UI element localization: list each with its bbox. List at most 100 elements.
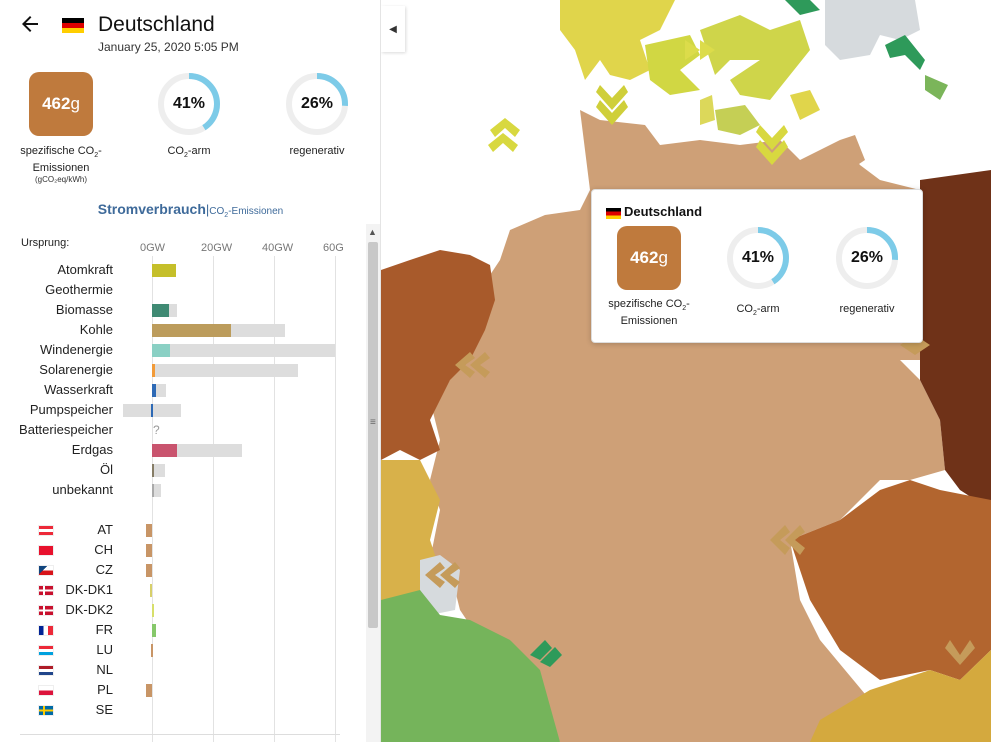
exchange-row-label: AT xyxy=(97,522,113,537)
zone-tooltip: Deutschland 462 g spezifische CO2- Emissio… xyxy=(591,189,923,343)
low-carbon-ring: 41% xyxy=(156,71,222,137)
low-carbon-label: CO2-arm xyxy=(167,145,211,160)
zone-dk2[interactable] xyxy=(700,15,810,100)
exchange-row-label: DK-DK2 xyxy=(65,602,113,617)
zone-dk[interactable] xyxy=(560,0,675,80)
axis-tick-label: 20GW xyxy=(201,242,233,254)
production-row-label: Kohle xyxy=(79,322,113,337)
tab-consumption[interactable]: Stromverbrauch xyxy=(97,201,206,217)
exchange-bar[interactable] xyxy=(146,524,152,537)
scroll-grip-icon: ≡ xyxy=(370,417,376,428)
country-flag-icon xyxy=(38,705,54,716)
exchange-row-label: NL xyxy=(96,662,113,677)
low-carbon-value: 41% xyxy=(172,95,206,112)
map-svg[interactable] xyxy=(381,0,991,742)
map[interactable] xyxy=(381,0,991,742)
gridline xyxy=(213,256,214,742)
zone-se[interactable] xyxy=(825,0,920,60)
collapse-panel-button[interactable]: ◀ xyxy=(381,6,405,52)
scroll-up-icon[interactable]: ▲ xyxy=(368,227,377,237)
production-bar[interactable] xyxy=(152,344,171,357)
production-bar[interactable] xyxy=(152,364,156,377)
production-bar[interactable] xyxy=(152,384,156,397)
production-bar[interactable] xyxy=(152,464,154,477)
production-row-label: Geothermie xyxy=(45,282,113,297)
production-bar[interactable] xyxy=(152,304,169,317)
exchange-bar[interactable] xyxy=(146,544,152,557)
germany-flag-icon xyxy=(606,208,621,219)
country-flag-icon xyxy=(38,625,54,636)
zone-nl[interactable] xyxy=(381,250,495,460)
country-flag-icon xyxy=(38,545,54,556)
exchange-bar[interactable] xyxy=(146,684,152,697)
production-row-label: Solarenergie xyxy=(39,362,113,377)
renewable-ring: 26% xyxy=(284,71,350,137)
divider xyxy=(20,734,340,735)
zone-dk-islet[interactable] xyxy=(790,90,820,120)
country-flag-icon xyxy=(38,605,54,616)
tooltip-renewable-value: 26% xyxy=(850,249,884,266)
zone-dk-island[interactable] xyxy=(645,35,700,95)
arrow-dk xyxy=(596,85,628,125)
axis-tick-label: 40GW xyxy=(262,242,294,254)
production-bar[interactable] xyxy=(152,264,177,277)
arrow-at xyxy=(945,640,975,665)
origin-label: Ursprung: xyxy=(21,237,70,249)
back-arrow-icon[interactable] xyxy=(18,12,42,36)
capacity-bar[interactable] xyxy=(152,364,299,377)
tooltip-renewable-ring: 26% xyxy=(834,225,900,291)
gridline xyxy=(274,256,275,742)
exchange-bar[interactable] xyxy=(152,624,156,637)
zone-cz[interactable] xyxy=(790,480,991,680)
caret-left-icon: ◀ xyxy=(389,23,397,35)
tooltip-ring-svg-2 xyxy=(836,227,898,289)
exchange-bar[interactable] xyxy=(146,564,152,577)
renewable-value: 26% xyxy=(300,95,334,112)
panel-scrollbar[interactable]: ▲ xyxy=(366,224,380,742)
tooltip-low-carbon-value: 41% xyxy=(741,249,775,266)
tab-separator: | xyxy=(205,202,210,217)
zone-details-panel: Deutschland January 25, 2020 5:05 PM 462… xyxy=(0,0,381,742)
production-row-label: Öl xyxy=(100,462,113,477)
scrollbar-thumb[interactable] xyxy=(368,242,378,628)
production-row-label: Wasserkraft xyxy=(44,382,113,397)
axis-tick-label: 0GW xyxy=(140,242,166,254)
arrow-se2 xyxy=(785,0,820,15)
exchange-row-label: DK-DK1 xyxy=(65,582,113,597)
capacity-bar[interactable] xyxy=(152,484,162,497)
tooltip-co2-value: 462 xyxy=(630,248,659,267)
exchange-bar[interactable] xyxy=(150,584,153,597)
tooltip-co2-label: spezifische CO2- Emissionen xyxy=(608,298,690,328)
production-bar[interactable] xyxy=(152,484,154,497)
zone-pl[interactable] xyxy=(920,170,991,510)
zone-de-inlet[interactable] xyxy=(840,135,865,170)
country-flag-icon xyxy=(38,525,54,536)
renewable-label: regenerativ xyxy=(289,145,345,157)
zone-dk-small[interactable] xyxy=(715,105,760,135)
tooltip-zone-name: Deutschland xyxy=(624,204,703,219)
production-bar[interactable] xyxy=(152,444,178,457)
renewable-ring-svg xyxy=(286,73,348,135)
capacity-bar[interactable] xyxy=(152,344,335,357)
exchange-bar[interactable] xyxy=(152,604,154,617)
arrow-se xyxy=(885,35,925,70)
production-bar[interactable] xyxy=(150,404,153,417)
zone-at[interactable] xyxy=(810,650,991,742)
country-flag-icon xyxy=(38,585,54,596)
production-bar[interactable] xyxy=(152,324,232,337)
arrow-cz xyxy=(770,525,805,555)
country-flag-icon xyxy=(38,665,54,676)
mode-tabs: Stromverbrauch|CO2-Emissionen xyxy=(0,201,380,219)
tooltip-low-carbon-label: CO2-arm xyxy=(736,303,780,318)
exchange-bar[interactable] xyxy=(151,644,154,657)
tab-emissions[interactable]: CO2-Emissionen xyxy=(209,206,284,219)
zone-title: Deutschland xyxy=(98,13,215,36)
arrow-dk4 xyxy=(685,40,715,60)
production-row-label: Pumpspeicher xyxy=(29,402,113,417)
arrow-dk3 xyxy=(488,118,520,152)
zone-dk-islet2[interactable] xyxy=(700,95,715,125)
zone-se-green[interactable] xyxy=(925,75,948,100)
capacity-bar[interactable] xyxy=(152,464,166,477)
co2-unit: g xyxy=(70,94,80,113)
zone-fr[interactable] xyxy=(381,590,560,742)
